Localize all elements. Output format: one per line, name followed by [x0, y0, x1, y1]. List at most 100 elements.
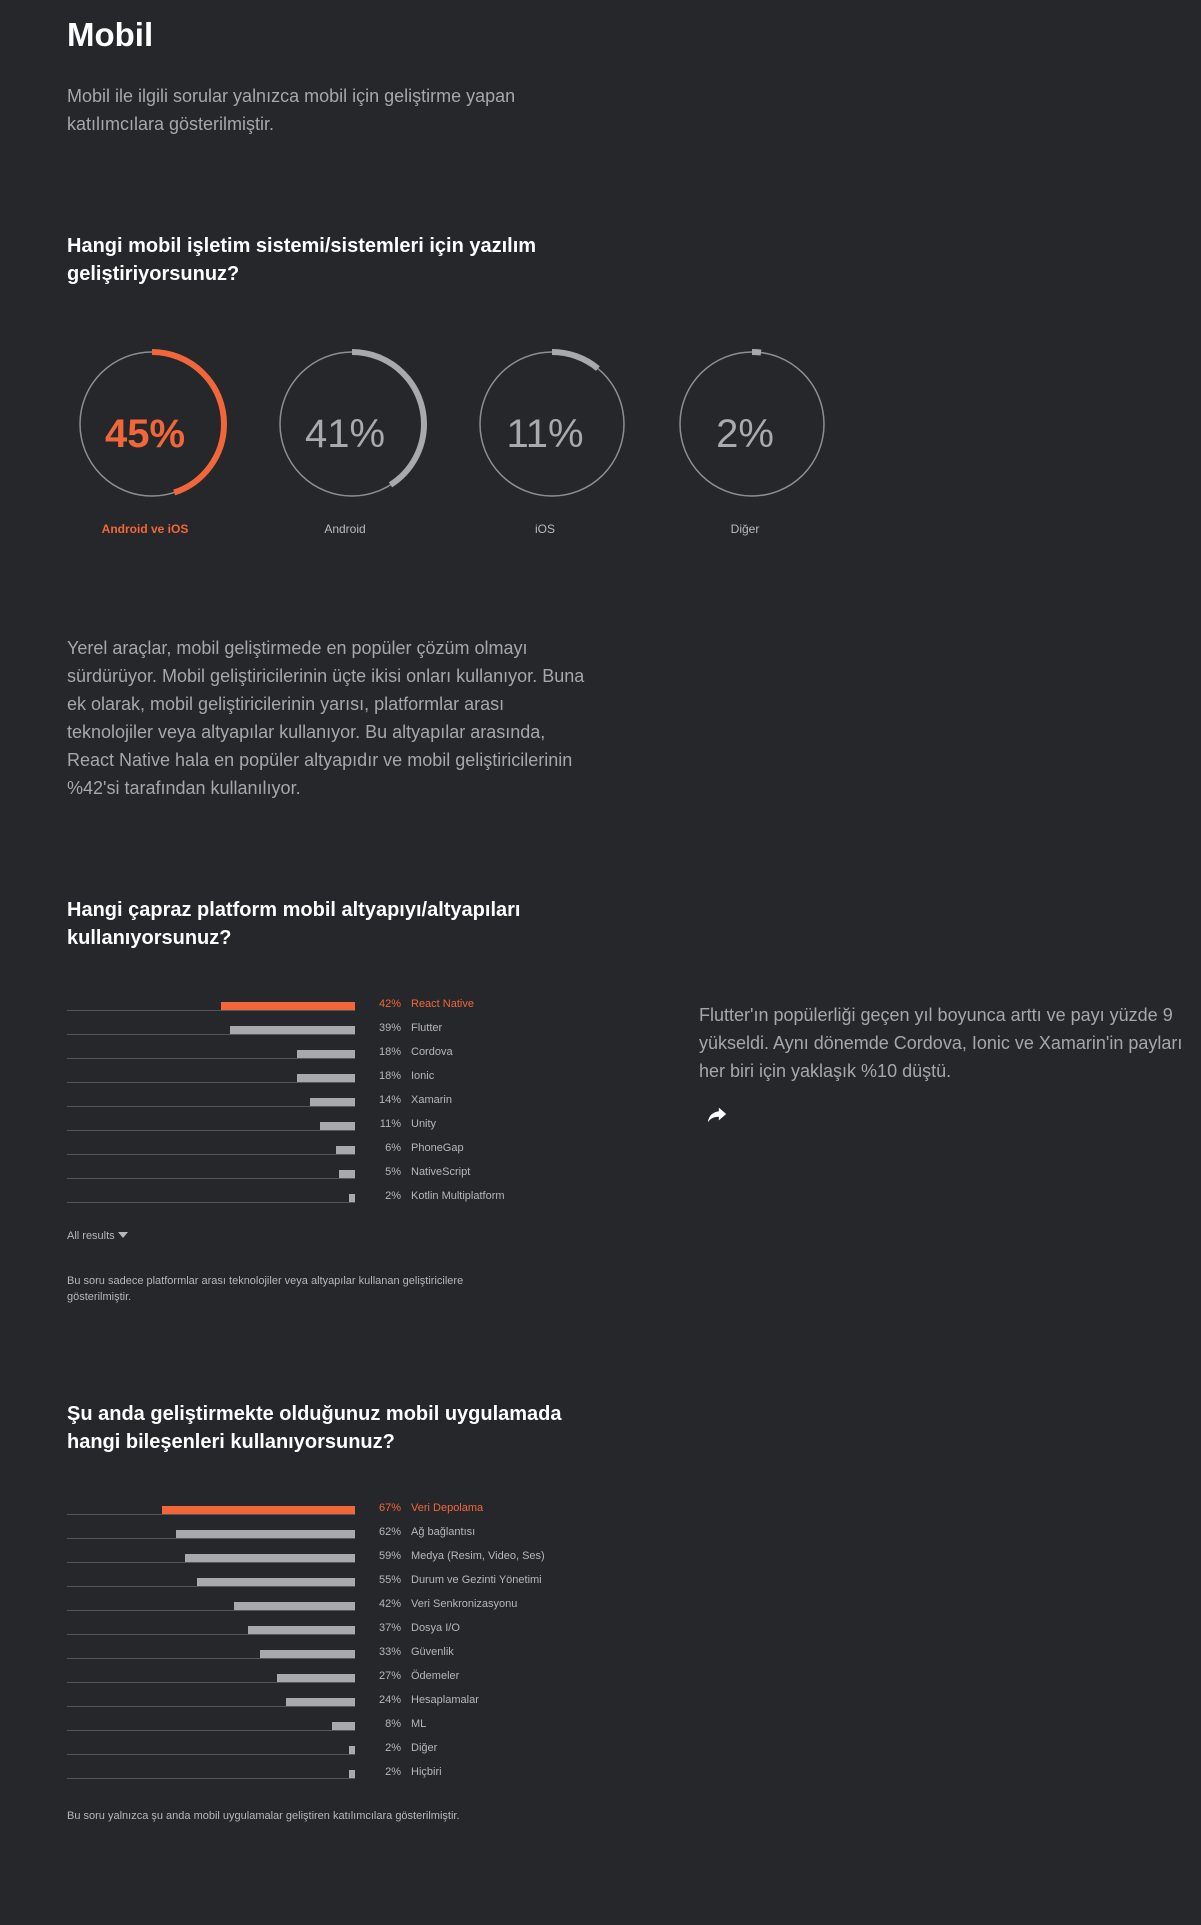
- framework-value-6: 6%: [385, 1142, 401, 1154]
- component-track-9: [67, 1730, 355, 1731]
- framework-track-1: [67, 1034, 355, 1035]
- component-row-6: 33% Güvenlik: [67, 1642, 627, 1666]
- component-track-5: [67, 1634, 355, 1635]
- framework-value-4: 14%: [378, 1094, 401, 1106]
- donut-arc-1: [277, 349, 427, 499]
- framework-track-4: [67, 1106, 355, 1107]
- donut-arc-3: [677, 349, 827, 499]
- component-track-10: [67, 1754, 355, 1755]
- framework-bar-7: [339, 1170, 355, 1178]
- component-label-4: Veri Senkronizasyonu: [411, 1598, 518, 1610]
- all-results-toggle[interactable]: All results: [67, 1230, 128, 1242]
- q3-note: Bu soru yalnızca şu anda mobil uygulamal…: [67, 1810, 460, 1822]
- framework-track-0: [67, 1010, 355, 1011]
- donut-ring-2: [477, 349, 627, 499]
- framework-label-0: React Native: [411, 998, 474, 1010]
- component-track-11: [67, 1778, 355, 1779]
- framework-label-5: Unity: [411, 1118, 437, 1130]
- framework-value-7: 5%: [385, 1166, 401, 1178]
- component-value-4: 42%: [378, 1598, 401, 1610]
- framework-label-7: NativeScript: [411, 1166, 471, 1178]
- framework-bar-3: [297, 1074, 355, 1082]
- framework-value-8: 2%: [385, 1190, 401, 1202]
- component-bar-2: [185, 1554, 355, 1562]
- donut-label-0: Android ve iOS: [101, 522, 189, 536]
- framework-row-3: 18% Ionic: [67, 1066, 627, 1090]
- framework-value-5: 11%: [379, 1118, 401, 1130]
- donut-value-0: 45%: [104, 412, 186, 456]
- framework-bar-2: [297, 1050, 355, 1058]
- component-bar-11: [349, 1770, 355, 1778]
- component-track-6: [67, 1658, 355, 1659]
- component-bar-7: [277, 1674, 355, 1682]
- q2-title: Hangi çapraz platform mobil altyapıyı/al…: [67, 899, 521, 949]
- component-row-4: 42% Veri Senkronizasyonu: [67, 1594, 627, 1618]
- component-bar-5: [248, 1626, 355, 1634]
- framework-bar-6: [335, 1146, 355, 1154]
- component-value-7: 27%: [378, 1670, 401, 1682]
- donut-ring-0: [77, 349, 227, 499]
- component-label-1: Ağ bağlantısı: [411, 1526, 476, 1538]
- framework-row-4: 14% Xamarin: [67, 1090, 627, 1114]
- component-value-5: 37%: [378, 1622, 401, 1634]
- component-label-9: ML: [411, 1718, 427, 1730]
- framework-track-2: [67, 1058, 355, 1059]
- component-label-5: Dosya I/O: [411, 1622, 460, 1634]
- all-results-label: All results: [67, 1230, 115, 1242]
- q1-title: Hangi mobil işletim sistemi/sistemleri i…: [67, 235, 537, 285]
- framework-value-3: 18%: [378, 1070, 401, 1082]
- component-value-8: 24%: [378, 1694, 401, 1706]
- framework-label-2: Cordova: [411, 1046, 453, 1058]
- component-bar-10: [349, 1746, 355, 1754]
- component-track-3: [67, 1586, 355, 1587]
- component-row-3: 55% Durum ve Gezinti Yönetimi: [67, 1570, 627, 1594]
- framework-row-5: 11% Unity: [67, 1114, 627, 1138]
- component-value-6: 33%: [378, 1646, 401, 1658]
- component-row-8: 24% Hesaplamalar: [67, 1690, 627, 1714]
- component-row-2: 59% Medya (Resim, Video, Ses): [67, 1546, 627, 1570]
- flutter-insight-text: Flutter'ın popülerliği geçen yıl boyunca…: [699, 1005, 1183, 1081]
- component-value-3: 55%: [378, 1574, 401, 1586]
- framework-row-8: 2% Kotlin Multiplatform: [67, 1186, 627, 1210]
- component-label-11: Hiçbiri: [411, 1766, 442, 1778]
- component-label-0: Veri Depolama: [411, 1502, 484, 1514]
- donut-arc-0: [77, 349, 227, 499]
- donut-label-3: Diğer: [730, 522, 760, 536]
- donut-0: 45% Android ve iOS: [67, 346, 237, 546]
- component-label-8: Hesaplamalar: [411, 1694, 479, 1706]
- framework-bar-0: [220, 1002, 355, 1010]
- component-value-9: 8%: [385, 1718, 401, 1730]
- component-bar-4: [234, 1602, 355, 1610]
- framework-label-1: Flutter: [411, 1022, 443, 1034]
- framework-track-6: [67, 1154, 355, 1155]
- framework-row-0: 42% React Native: [67, 994, 627, 1018]
- component-label-6: Güvenlik: [411, 1646, 454, 1658]
- components-bar-chart: 67% Veri Depolama 62% Ağ bağlantısı 59% Medya…: [67, 1498, 627, 1786]
- framework-track-3: [67, 1082, 355, 1083]
- component-track-7: [67, 1682, 355, 1683]
- framework-value-2: 18%: [378, 1046, 401, 1058]
- component-bar-8: [285, 1698, 355, 1706]
- component-value-2: 59%: [378, 1550, 401, 1562]
- component-value-10: 2%: [385, 1742, 401, 1754]
- framework-row-7: 5% NativeScript: [67, 1162, 627, 1186]
- component-value-11: 2%: [385, 1766, 401, 1778]
- component-row-0: 67% Veri Depolama: [67, 1498, 627, 1522]
- framework-bar-8: [348, 1194, 355, 1202]
- component-label-2: Medya (Resim, Video, Ses): [411, 1550, 545, 1562]
- component-row-1: 62% Ağ bağlantısı: [67, 1522, 627, 1546]
- component-value-0: 67%: [378, 1502, 401, 1514]
- component-track-0: [67, 1514, 355, 1515]
- framework-label-4: Xamarin: [411, 1094, 452, 1106]
- component-track-2: [67, 1562, 355, 1563]
- donut-value-2: 11%: [506, 412, 584, 456]
- framework-bar-5: [319, 1122, 355, 1130]
- component-bar-9: [331, 1722, 355, 1730]
- share-arrow-icon[interactable]: [706, 1103, 728, 1125]
- summary-paragraph: Yerel araçlar, mobil geliştirmede en pop…: [67, 638, 585, 798]
- component-label-7: Ödemeler: [411, 1670, 460, 1682]
- component-row-11: 2% Hiçbiri: [67, 1762, 627, 1786]
- framework-bar-chart: 42% React Native 39% Flutter 18% Cordova 18% Io…: [67, 994, 627, 1210]
- component-label-10: Diğer: [411, 1742, 438, 1754]
- component-bar-1: [176, 1530, 355, 1538]
